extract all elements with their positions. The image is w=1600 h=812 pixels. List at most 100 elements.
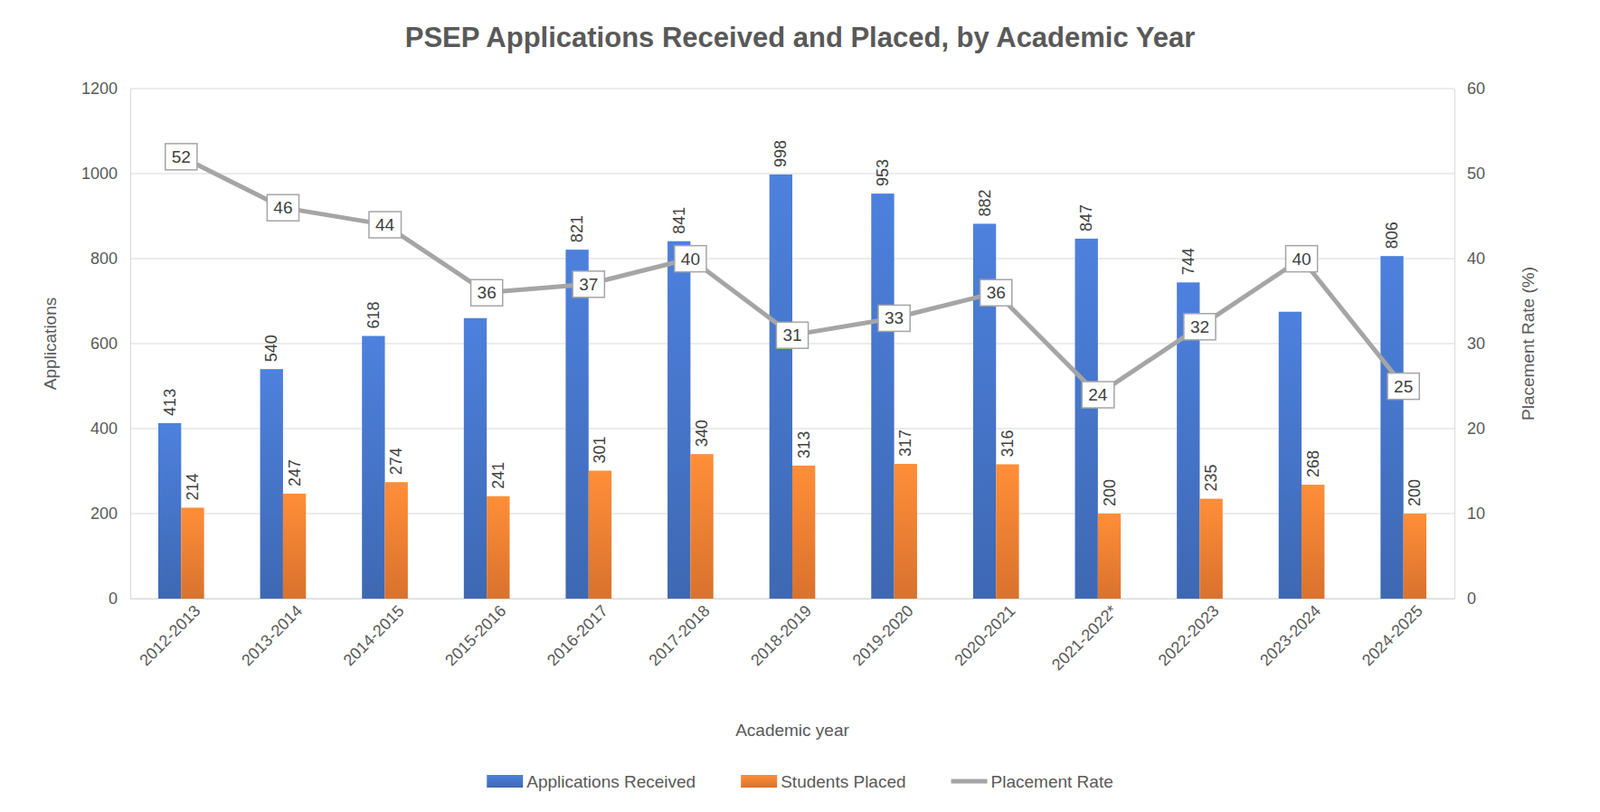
line-label: 25	[1387, 373, 1420, 400]
y2-tick-label: 20	[1467, 419, 1486, 438]
legend-item: Applications Received	[486, 772, 696, 792]
y2-tick: 20	[1454, 419, 1486, 438]
x-tick-label: 2014-2015	[340, 601, 408, 670]
x-axis: 2012-20132013-20142014-20152015-20162016…	[131, 598, 1456, 674]
data-label: 200	[1405, 479, 1424, 507]
x-tick: 2020-2021	[950, 598, 1019, 670]
y-tick: 0	[108, 589, 131, 608]
y-tick-label: 200	[90, 504, 118, 523]
grid	[130, 88, 1455, 599]
data-label: 25	[1393, 377, 1413, 397]
data-label: 317	[896, 429, 915, 457]
y2-tick-label: 60	[1467, 79, 1486, 98]
x-tick: 2019-2020	[849, 598, 918, 670]
line-label: 44	[369, 211, 402, 238]
x-tick: 2021-2022*	[1048, 598, 1121, 674]
data-label: 46	[273, 198, 293, 218]
y2-tick-label: 30	[1467, 334, 1486, 353]
y-tick-label: 800	[90, 249, 118, 268]
data-label: 241	[489, 462, 508, 490]
legend-label: Applications Received	[526, 772, 696, 792]
label-box	[776, 321, 808, 349]
y-tick-label: 600	[90, 334, 118, 353]
y2-axis: 0 10 20 30 40 50 60	[1454, 79, 1486, 608]
x-tick: 2014-2015	[340, 598, 408, 670]
bar	[769, 174, 793, 599]
bar	[871, 193, 894, 599]
label-box	[1387, 373, 1420, 400]
bar	[1098, 513, 1121, 599]
legend-label: Students Placed	[780, 772, 906, 792]
y2-tick: 30	[1454, 334, 1486, 353]
bar	[283, 493, 306, 599]
data-label: 31	[782, 325, 802, 345]
data-label: 235	[1202, 464, 1221, 493]
y-axis: 020040060080010001200	[81, 79, 132, 608]
y2-tick-label: 40	[1467, 249, 1486, 268]
x-tick: 2012-2013	[135, 598, 204, 670]
bar	[1278, 312, 1302, 599]
y2-tick: 10	[1454, 504, 1486, 523]
bar	[385, 482, 408, 599]
legend-label: Placement Rate	[991, 772, 1114, 792]
y2-axis-line	[1454, 89, 1456, 600]
x-tick-label: 2022-2023	[1155, 601, 1223, 670]
data-label: 36	[986, 283, 1006, 303]
legend: Applications Received Students Placed Plac…	[486, 772, 1114, 792]
label-box	[471, 279, 503, 306]
y2-axis-title: Placement Rate (%)	[1518, 266, 1538, 421]
y2-tick: 50	[1454, 164, 1486, 183]
data-label: 200	[1100, 479, 1119, 507]
data-label: 274	[387, 447, 406, 475]
legend-swatch	[951, 779, 988, 785]
y-tick: 1000	[81, 164, 131, 183]
bar	[260, 369, 284, 599]
data-label: 953	[873, 159, 892, 187]
line-label: 37	[572, 271, 605, 298]
title: PSEP Applications Received and Placed, b…	[405, 21, 1196, 54]
data-label: 36	[477, 283, 497, 303]
bar	[690, 454, 713, 599]
bar	[588, 471, 612, 599]
y-tick: 600	[90, 334, 131, 353]
data-label: 998	[771, 140, 790, 168]
line-label: 46	[266, 194, 299, 221]
x-tick: 2015-2016	[441, 598, 510, 670]
x-tick-label: 2021-2022*	[1048, 601, 1121, 674]
line-label: 32	[1183, 313, 1216, 341]
data-label: 313	[795, 431, 814, 459]
label-box	[674, 246, 707, 273]
label-box	[1081, 381, 1115, 408]
line-label: 24	[1081, 381, 1115, 408]
bar	[1403, 513, 1427, 599]
x-tick-label: 2020-2021	[950, 601, 1019, 670]
data-label: 301	[590, 435, 609, 464]
x-tick-label: 2024-2025	[1358, 601, 1427, 670]
line-label: 36	[471, 279, 503, 306]
x-tick-label: 2018-2019	[747, 601, 815, 670]
bar-series	[180, 454, 1427, 599]
y-tick-label: 1000	[81, 164, 118, 183]
data-label: 540	[262, 334, 281, 362]
legend-item: Students Placed	[740, 772, 906, 792]
bar	[463, 318, 487, 599]
data-label: 841	[670, 207, 689, 235]
data-label: 52	[171, 147, 191, 167]
x-tick-label: 2016-2017	[543, 601, 612, 670]
label-box	[165, 143, 198, 171]
data-label: 618	[364, 301, 383, 329]
plot	[158, 156, 1427, 599]
data-label: 847	[1077, 204, 1096, 232]
data-label: 44	[375, 215, 396, 235]
data-label: 40	[681, 249, 701, 269]
data-label: 247	[285, 459, 304, 487]
x-tick-label: 2019-2020	[849, 601, 918, 670]
data-label: 214	[183, 473, 202, 501]
x-tick-label: 2012-2013	[135, 601, 204, 670]
label-box	[980, 279, 1013, 306]
bar	[792, 465, 815, 599]
y2-tick-label: 10	[1467, 504, 1486, 523]
y2-tick-label: 0	[1467, 589, 1477, 608]
data-label: 33	[884, 308, 904, 328]
data-label: 340	[692, 419, 711, 447]
